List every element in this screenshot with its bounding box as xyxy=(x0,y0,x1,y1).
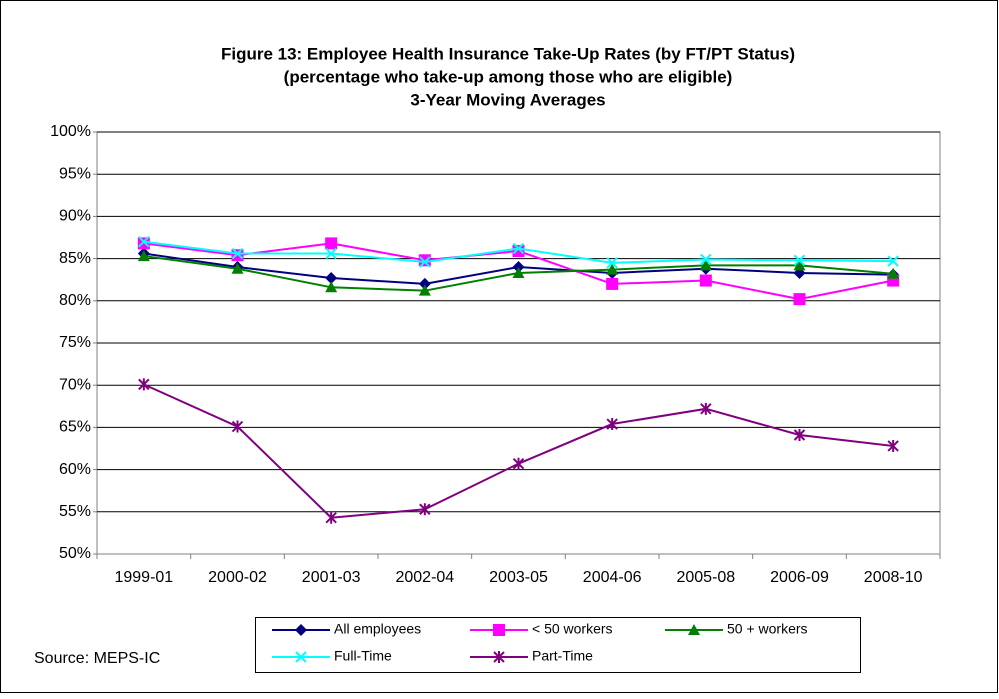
marker xyxy=(137,237,150,250)
marker xyxy=(418,254,431,267)
marker xyxy=(325,511,337,524)
marker xyxy=(793,428,806,441)
y-tick-label: 60% xyxy=(59,461,91,478)
marker xyxy=(606,277,619,290)
chart-subtitle: 3-Year Moving Averages xyxy=(410,90,605,109)
y-tick-label: 65% xyxy=(59,419,91,436)
marker xyxy=(493,651,505,663)
y-tick-label: 50% xyxy=(59,545,91,562)
marker xyxy=(418,284,431,296)
y-tick-label: 55% xyxy=(59,503,91,520)
legend-label: All employees xyxy=(334,621,421,637)
marker xyxy=(137,250,150,262)
marker xyxy=(325,237,338,250)
y-tick-label: 100% xyxy=(50,123,91,140)
marker xyxy=(295,651,307,663)
marker xyxy=(419,503,431,516)
marker xyxy=(493,624,505,636)
y-tick-label: 80% xyxy=(59,292,91,309)
legend-label: Part-Time xyxy=(532,648,593,664)
marker xyxy=(138,378,150,391)
marker xyxy=(700,402,712,415)
marker xyxy=(606,263,619,275)
x-tick-label: 1999-01 xyxy=(114,569,173,586)
marker xyxy=(295,624,307,636)
y-tick-label: 70% xyxy=(59,376,91,393)
chart-subtitle: (percentage who take-up among those who … xyxy=(284,67,733,86)
legend-label: 50 + workers xyxy=(727,621,808,637)
marker xyxy=(231,249,244,262)
legend-label: Full-Time xyxy=(334,648,392,664)
marker xyxy=(325,281,338,293)
marker xyxy=(700,253,712,266)
x-tick-label: 2005-08 xyxy=(676,569,735,586)
marker xyxy=(699,259,712,271)
marker xyxy=(325,247,337,260)
marker xyxy=(606,257,618,269)
y-tick-label: 85% xyxy=(59,250,91,267)
x-tick-label: 2002-04 xyxy=(395,569,454,586)
marker xyxy=(512,457,525,470)
x-tick-label: 2000-02 xyxy=(208,569,267,586)
marker xyxy=(793,254,806,266)
marker xyxy=(793,293,806,306)
marker xyxy=(887,267,900,279)
x-tick-label: 2003-05 xyxy=(489,569,548,586)
x-tick-label: 2008-10 xyxy=(864,569,923,586)
legend-label: < 50 workers xyxy=(532,621,613,637)
marker xyxy=(512,266,525,278)
marker xyxy=(325,272,338,285)
x-tick-label: 2004-06 xyxy=(583,569,642,586)
marker xyxy=(512,242,525,255)
marker xyxy=(138,236,150,248)
marker xyxy=(419,256,431,268)
y-tick-label: 75% xyxy=(59,334,91,351)
marker xyxy=(231,420,244,433)
chart-title: Figure 13: Employee Health Insurance Tak… xyxy=(221,44,795,63)
marker xyxy=(688,624,700,635)
x-tick-label: 2006-09 xyxy=(770,569,829,586)
marker xyxy=(418,277,431,290)
y-tick-label: 95% xyxy=(59,165,91,182)
marker xyxy=(887,255,899,267)
legend-box xyxy=(255,617,861,673)
source-note: Source: MEPS-IC xyxy=(34,650,160,667)
marker xyxy=(512,245,525,258)
x-tick-label: 2001-03 xyxy=(302,569,361,586)
marker xyxy=(699,274,712,287)
marker xyxy=(793,259,806,271)
y-tick-label: 90% xyxy=(59,208,91,225)
marker xyxy=(231,262,244,274)
marker xyxy=(231,247,244,260)
marker xyxy=(606,418,618,431)
marker xyxy=(887,439,899,452)
